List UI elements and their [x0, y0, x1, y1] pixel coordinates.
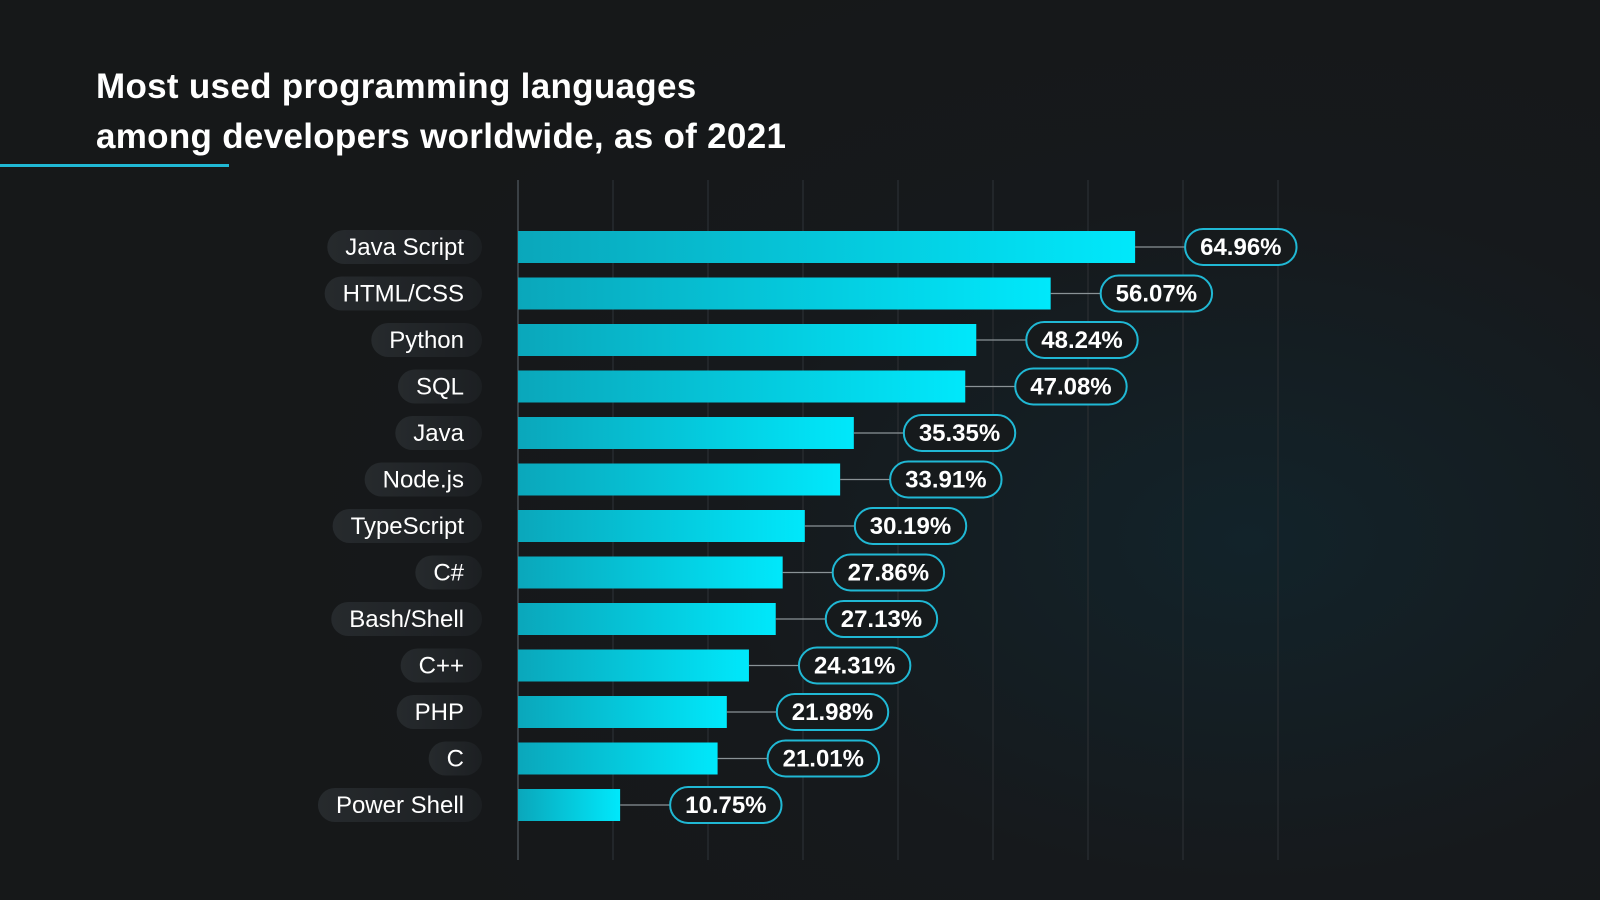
bar: [518, 603, 776, 635]
title-accent-underline: [0, 164, 229, 167]
value-label-pill: [1014, 367, 1128, 406]
value-label-pill: [1025, 321, 1139, 359]
value-label: 24.31%: [814, 653, 895, 680]
category-label: Node.js: [383, 467, 464, 494]
value-label: 21.01%: [783, 746, 864, 773]
value-label: 47.08%: [1030, 374, 1111, 401]
value-label-pill: [889, 460, 1003, 499]
chart-title: Most used programming languages among de…: [96, 62, 996, 162]
value-label: 33.91%: [905, 467, 986, 494]
category-label-pill: [327, 230, 482, 264]
value-label: 35.35%: [919, 420, 1000, 447]
bar: [518, 231, 1136, 263]
category-label-pill: [400, 648, 482, 683]
category-label-pill: [415, 555, 482, 590]
value-label-pill: [831, 553, 946, 592]
value-label: 27.13%: [841, 606, 922, 633]
bar: [518, 510, 805, 542]
value-label-pill: [797, 646, 912, 685]
category-label-pill: [371, 323, 482, 357]
bar: [518, 277, 1051, 310]
value-label: 10.75%: [685, 792, 766, 819]
category-label: PHP: [415, 699, 464, 726]
category-label-pill: [364, 462, 482, 497]
bar: [518, 463, 841, 496]
value-label: 27.86%: [848, 560, 929, 587]
category-label: C: [447, 746, 464, 773]
category-label: TypeScript: [351, 513, 465, 540]
category-label: Python: [389, 327, 464, 354]
bar: [518, 370, 966, 403]
chart-title-line-2: among developers worldwide, as of 2021: [96, 117, 787, 156]
category-label: Bash/Shell: [349, 606, 464, 633]
value-labels: 64.96%56.07% 48.24% 47.08% 35.35% 33.91% 30.1…: [620, 228, 1298, 824]
category-label-pill: [317, 788, 482, 822]
value-label: 48.24%: [1041, 327, 1122, 354]
category-label-pill: [332, 509, 482, 543]
category-label: C++: [419, 653, 464, 680]
category-labels: Java Script HTML/CSS Python SQL Java Node.js T…: [317, 230, 482, 822]
value-label-pill: [1099, 274, 1214, 313]
category-label-pill: [324, 276, 482, 311]
bar: [518, 324, 977, 356]
category-label: Java Script: [345, 234, 464, 261]
value-label-pill: [669, 786, 783, 824]
category-label: HTML/CSS: [343, 281, 464, 308]
value-label: 64.96%: [1200, 234, 1281, 261]
bar: [518, 789, 621, 821]
bars: [518, 231, 1136, 821]
bar: [518, 696, 727, 728]
category-label-pill: [331, 602, 482, 636]
value-label-pill: [902, 414, 1017, 452]
category-label-pill: [396, 695, 482, 729]
value-label: 56.07%: [1116, 281, 1197, 308]
value-label-pill: [775, 693, 890, 731]
category-label-pill: [397, 369, 482, 404]
value-label: 21.98%: [792, 699, 873, 726]
chart-title-line-1: Most used programming languages: [96, 67, 697, 106]
value-label-pill: [824, 600, 939, 638]
category-label: C#: [433, 560, 464, 587]
bar: [518, 649, 749, 682]
bar: [518, 556, 783, 589]
value-label-pill: [853, 507, 968, 545]
category-label-pill: [395, 416, 482, 450]
category-label: Java: [413, 420, 464, 447]
bar: [518, 417, 854, 449]
category-label: SQL: [416, 374, 464, 401]
value-label-pill: [1184, 228, 1298, 266]
category-label-pill: [428, 741, 482, 776]
value-label: 30.19%: [870, 513, 951, 540]
value-label-pill: [766, 739, 881, 778]
category-label: Power Shell: [336, 792, 464, 819]
bar: [518, 742, 718, 775]
